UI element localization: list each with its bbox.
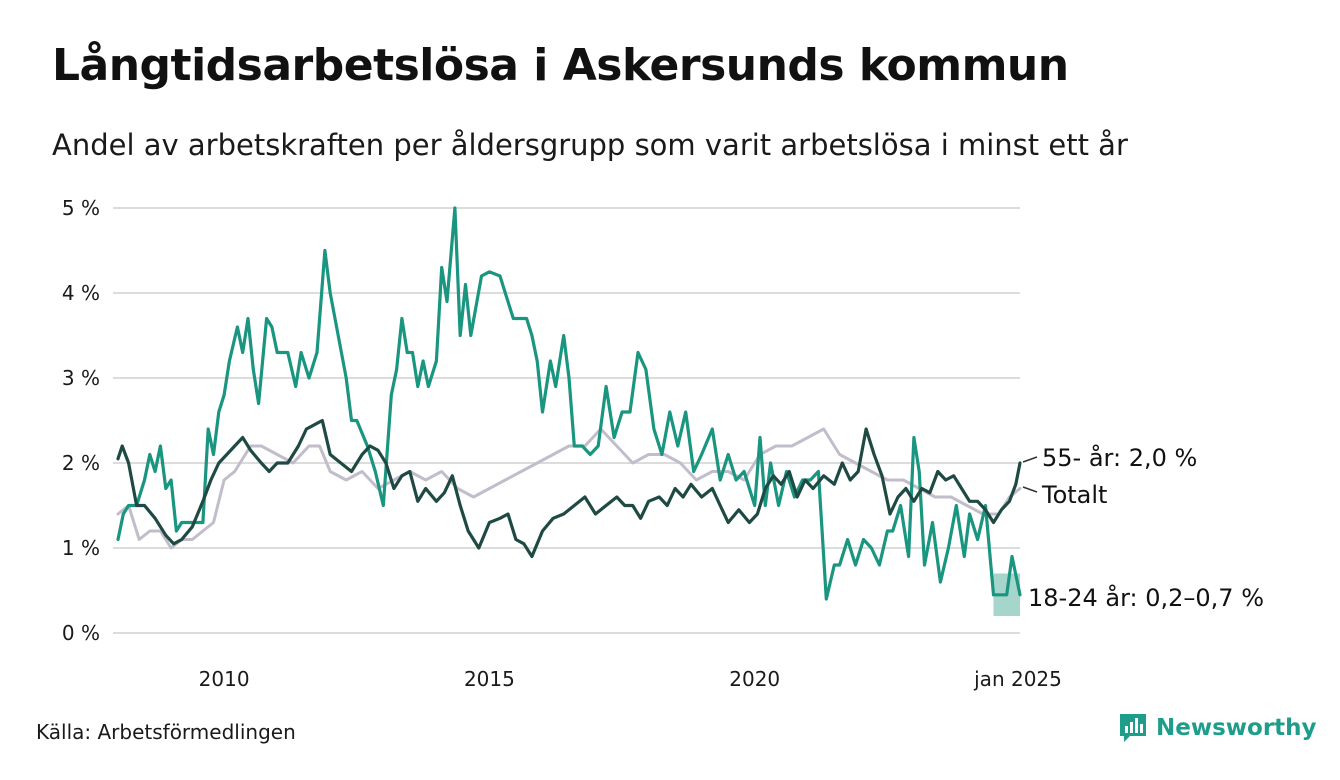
y-tick-label: 1 % <box>62 536 100 560</box>
x-tick-label: 2020 <box>729 667 780 691</box>
grid-layer <box>113 207 1020 634</box>
y-tick-label: 5 % <box>62 196 100 220</box>
y-tick-label: 3 % <box>62 366 100 390</box>
end-label-total: Totalt <box>1041 481 1107 509</box>
end-label-older: 55- år: 2,0 % <box>1042 443 1197 472</box>
page-title: Långtidsarbetslösa i Askersunds kommun <box>52 40 1069 91</box>
series-line-youth <box>116 206 1022 601</box>
label-pointer-total <box>1022 486 1038 493</box>
brand-logo: Newsworthy <box>1118 712 1317 744</box>
brand-name: Newsworthy <box>1156 715 1317 741</box>
source-note: Källa: Arbetsförmedlingen <box>36 720 296 744</box>
y-tick-label: 4 % <box>62 281 100 305</box>
end-label-youth: 18-24 år: 0,2–0,7 % <box>1028 583 1264 612</box>
x-tick-label: 2010 <box>199 667 250 691</box>
series-layer <box>116 206 1022 601</box>
series-line-older <box>116 418 1022 559</box>
line-chart: 0 %1 %2 %3 %4 %5 % 2010 2015 2020 jan 2025 … <box>62 196 1264 691</box>
x-tick-label: 2015 <box>464 667 515 691</box>
series-line-total <box>116 427 1022 550</box>
end-label-layer: 55- år: 2,0 % Totalt 18-24 år: 0,2–0,7 % <box>1022 443 1264 612</box>
y-tick-label: 0 % <box>62 621 100 645</box>
y-axis: 0 % 1 % 2 % 3 % 4 % 5 % <box>62 196 100 645</box>
newsworthy-logo-icon <box>1120 714 1146 742</box>
x-tick-label: jan 2025 <box>973 667 1062 691</box>
y-tick-label: 2 % <box>62 451 100 475</box>
page-subtitle: Andel av arbetskraften per åldersgrupp s… <box>52 128 1128 162</box>
x-axis: 2010 2015 2020 jan 2025 <box>199 667 1062 691</box>
label-pointer-older <box>1022 456 1038 463</box>
